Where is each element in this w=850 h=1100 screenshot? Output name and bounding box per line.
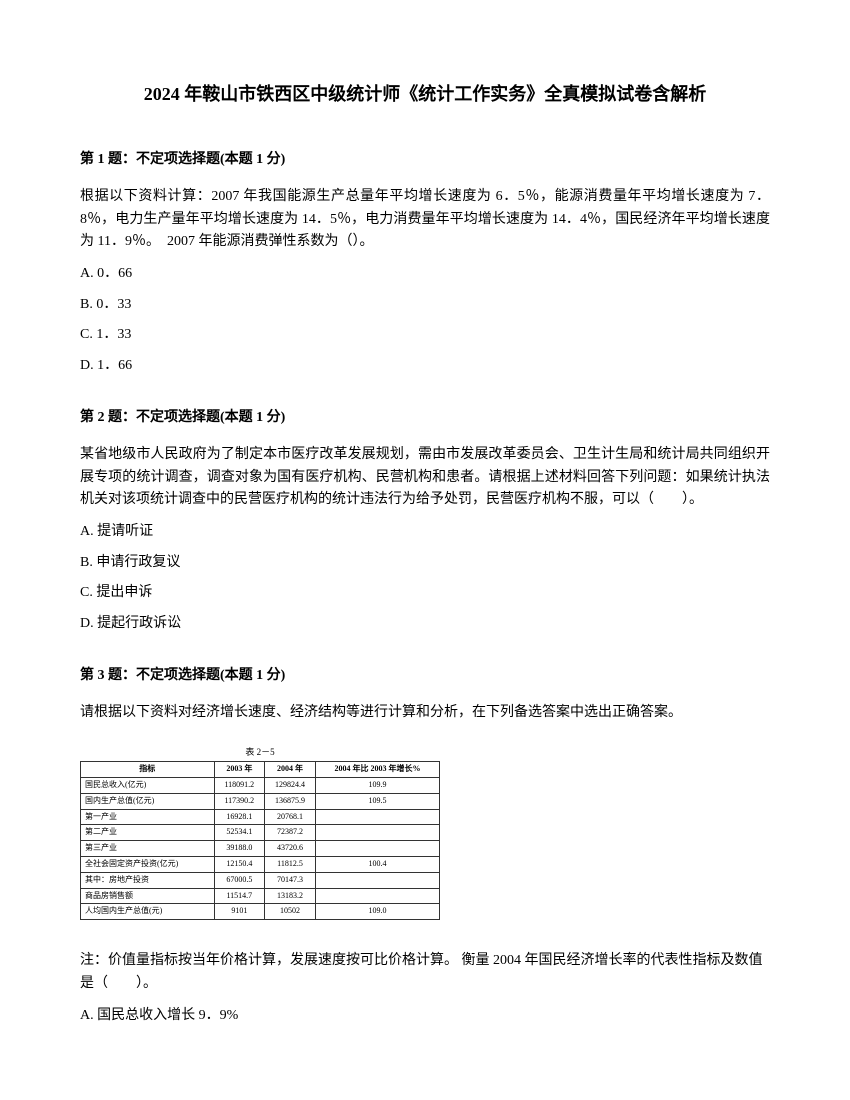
table-cell: 13183.2	[265, 888, 316, 904]
table-cell: 52534.1	[214, 825, 265, 841]
q3-header: 第 3 题：不定项选择题(本题 1 分)	[80, 665, 770, 687]
table-row: 第三产业39188.043720.6	[81, 841, 440, 857]
q2-text: 某省地级市人民政府为了制定本市医疗改革发展规划，需由市发展改革委员会、卫生计生局…	[80, 444, 770, 511]
table-cell: 9101	[214, 904, 265, 920]
table-cell: 100.4	[315, 857, 439, 873]
table-cell: 其中：房地产投资	[81, 872, 215, 888]
table-cell: 第二产业	[81, 825, 215, 841]
table-cell: 109.9	[315, 778, 439, 794]
table-cell: 43720.6	[265, 841, 316, 857]
table-cell: 11812.5	[265, 857, 316, 873]
table-cell: 67000.5	[214, 872, 265, 888]
table-cell: 11514.7	[214, 888, 265, 904]
q2-option-d: D. 提起行政诉讼	[80, 613, 770, 635]
table-header-row: 指标 2003 年 2004 年 2004 年比 2003 年增长%	[81, 762, 440, 778]
table-cell: 136875.9	[265, 793, 316, 809]
table-cell	[315, 809, 439, 825]
table-cell: 全社会固定资产投资(亿元)	[81, 857, 215, 873]
q2-header: 第 2 题：不定项选择题(本题 1 分)	[80, 407, 770, 429]
table-cell	[315, 872, 439, 888]
q1-text: 根据以下资料计算：2007 年我国能源生产总量年平均增长速度为 6．5％，能源消…	[80, 186, 770, 253]
table-cell	[315, 841, 439, 857]
table-cell: 国内生产总值(亿元)	[81, 793, 215, 809]
page-title: 2024 年鞍山市铁西区中级统计师《统计工作实务》全真模拟试卷含解析	[80, 80, 770, 109]
q1-option-c: C. 1．33	[80, 324, 770, 346]
table-row: 第二产业52534.172387.2	[81, 825, 440, 841]
table-row: 商品房销售额11514.713183.2	[81, 888, 440, 904]
table-cell	[315, 888, 439, 904]
table-cell: 109.5	[315, 793, 439, 809]
table-header: 指标	[81, 762, 215, 778]
table-cell: 72387.2	[265, 825, 316, 841]
table-cell: 第一产业	[81, 809, 215, 825]
table-cell: 117390.2	[214, 793, 265, 809]
q1-header: 第 1 题：不定项选择题(本题 1 分)	[80, 149, 770, 171]
table-cell: 16928.1	[214, 809, 265, 825]
q2-option-c: C. 提出申诉	[80, 582, 770, 604]
table-row: 第一产业16928.120768.1	[81, 809, 440, 825]
table-header: 2003 年	[214, 762, 265, 778]
q3-table: 指标 2003 年 2004 年 2004 年比 2003 年增长% 国民总收入…	[80, 761, 440, 920]
table-cell: 10502	[265, 904, 316, 920]
table-cell: 39188.0	[214, 841, 265, 857]
table-cell: 人均国内生产总值(元)	[81, 904, 215, 920]
q1-option-a: A. 0．66	[80, 263, 770, 285]
q2-option-b: B. 申请行政复议	[80, 552, 770, 574]
table-row: 国内生产总值(亿元)117390.2136875.9109.5	[81, 793, 440, 809]
q3-table-title: 表 2－5	[80, 745, 440, 759]
q3-option-a: A. 国民总收入增长 9．9%	[80, 1005, 770, 1027]
table-row: 全社会固定资产投资(亿元)12150.411812.5100.4	[81, 857, 440, 873]
table-cell: 109.0	[315, 904, 439, 920]
table-cell: 20768.1	[265, 809, 316, 825]
q3-table-container: 表 2－5 指标 2003 年 2004 年 2004 年比 2003 年增长%…	[80, 745, 440, 920]
table-row: 人均国内生产总值(元)910110502109.0	[81, 904, 440, 920]
table-cell: 129824.4	[265, 778, 316, 794]
table-cell: 118091.2	[214, 778, 265, 794]
q1-option-b: B. 0．33	[80, 294, 770, 316]
q3-note: 注：价值量指标按当年价格计算，发展速度按可比价格计算。 衡量 2004 年国民经…	[80, 950, 770, 995]
q3-text: 请根据以下资料对经济增长速度、经济结构等进行计算和分析，在下列备选答案中选出正确…	[80, 702, 770, 724]
table-row: 国民总收入(亿元)118091.2129824.4109.9	[81, 778, 440, 794]
table-cell: 12150.4	[214, 857, 265, 873]
table-header: 2004 年	[265, 762, 316, 778]
table-cell: 商品房销售额	[81, 888, 215, 904]
table-cell: 第三产业	[81, 841, 215, 857]
table-cell: 国民总收入(亿元)	[81, 778, 215, 794]
table-cell	[315, 825, 439, 841]
q2-option-a: A. 提请听证	[80, 521, 770, 543]
table-cell: 70147.3	[265, 872, 316, 888]
table-header: 2004 年比 2003 年增长%	[315, 762, 439, 778]
q1-option-d: D. 1．66	[80, 355, 770, 377]
table-row: 其中：房地产投资67000.570147.3	[81, 872, 440, 888]
